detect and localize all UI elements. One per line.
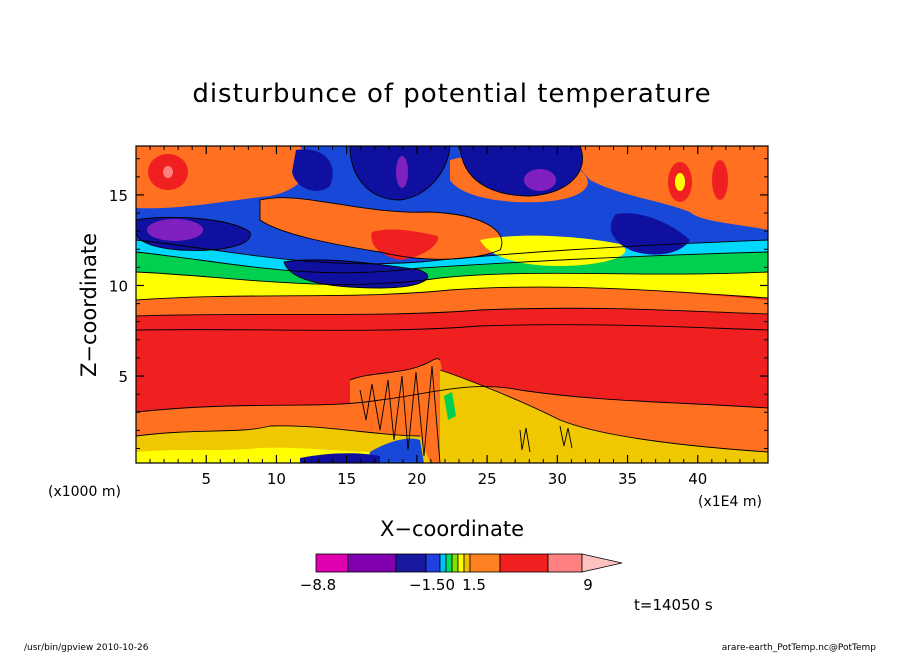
colorbar-tick-label: −8.8 <box>300 576 336 594</box>
contour-8 <box>136 425 421 437</box>
x-tick-label: 40 <box>688 470 707 488</box>
x-tick-label: 20 <box>407 470 426 488</box>
contour-3 <box>136 271 768 285</box>
contour-1 <box>136 286 768 301</box>
band-orange-upper <box>136 287 768 316</box>
contour-17 <box>519 425 573 453</box>
x-tick-label: 5 <box>201 470 211 488</box>
chart-title: disturbunce of potential temperature <box>192 79 711 109</box>
patch-pink-left-top <box>163 166 173 178</box>
band-yellow-wedge <box>440 370 768 463</box>
patch-purple-top-center <box>396 156 408 188</box>
colorbar-segment <box>463 553 471 573</box>
contour-12 <box>349 146 451 201</box>
colorbar-segment <box>499 553 549 573</box>
colorbar-segment <box>457 553 465 573</box>
contour-13 <box>459 146 583 197</box>
contour-15 <box>349 358 441 381</box>
x-ticks: 5 10 15 20 25 30 35 40 <box>149 146 755 488</box>
colorbar-segment <box>439 553 447 573</box>
patch-navy-mid <box>284 259 428 288</box>
colorbar-extension <box>581 553 623 573</box>
colorbar-tick-label: 1.5 <box>462 576 486 594</box>
y-tick-label: 15 <box>109 187 128 205</box>
colorbar-segment <box>469 553 501 573</box>
y-axis-label: Z−coordinate <box>77 233 101 377</box>
heatmap-field <box>136 146 768 463</box>
patch-purple-left <box>147 219 203 241</box>
x-tick-label: 15 <box>337 470 356 488</box>
y-unit-label: (x1000 m) <box>48 484 121 500</box>
patch-navy-upper-left <box>292 149 333 191</box>
colorbar-segment <box>425 553 441 573</box>
colorbar-segment <box>347 553 397 573</box>
footer-right: arare-earth_PotTemp.nc@PotTemp <box>722 643 877 653</box>
y-tick-label: 5 <box>118 368 128 386</box>
contour-6 <box>136 324 768 331</box>
x-tick-label: 10 <box>267 470 286 488</box>
x-tick-label: 35 <box>618 470 637 488</box>
x-tick-label: 30 <box>548 470 567 488</box>
contour-10 <box>259 197 503 260</box>
time-label: t=14050 s <box>634 596 713 614</box>
contour-4 <box>136 251 768 274</box>
x-tick-label: 25 <box>478 470 497 488</box>
contour-11 <box>136 216 251 251</box>
contour-16 <box>359 365 441 463</box>
patch-purple-top-right <box>524 169 556 191</box>
colorbar-tick-label: −1.50 <box>409 576 455 594</box>
patch-green-lower <box>444 392 456 420</box>
contour-lines <box>136 146 768 463</box>
patch-yellow-right <box>675 173 685 191</box>
colorbar-segment <box>315 553 349 573</box>
footer-left: /usr/bin/gpview 2010-10-26 <box>24 643 149 653</box>
colorbar-segment <box>451 553 459 573</box>
x-axis-label: X−coordinate <box>380 517 524 541</box>
colorbar-segment <box>445 553 453 573</box>
contour-2 <box>136 307 768 317</box>
patch-red-right-2 <box>712 160 728 200</box>
patch-navy-lower <box>300 453 380 463</box>
colorbar-segment <box>547 553 583 573</box>
y-ticks: 5 10 15 <box>109 158 768 450</box>
contour-5 <box>136 239 768 265</box>
x-unit-label: (x1E4 m) <box>698 494 762 510</box>
patch-red-center <box>371 229 439 260</box>
y-tick-label: 10 <box>109 277 128 295</box>
contour-14 <box>283 259 429 289</box>
contour-9 <box>439 369 768 453</box>
plot-frame <box>135 145 769 464</box>
colorbar-segment <box>395 553 427 573</box>
contour-7 <box>136 386 768 413</box>
colorbar-tick-label: 9 <box>583 576 593 594</box>
patch-blue-lower <box>368 438 424 463</box>
colorbar: −8.8 −1.50 1.5 9 <box>300 553 623 594</box>
